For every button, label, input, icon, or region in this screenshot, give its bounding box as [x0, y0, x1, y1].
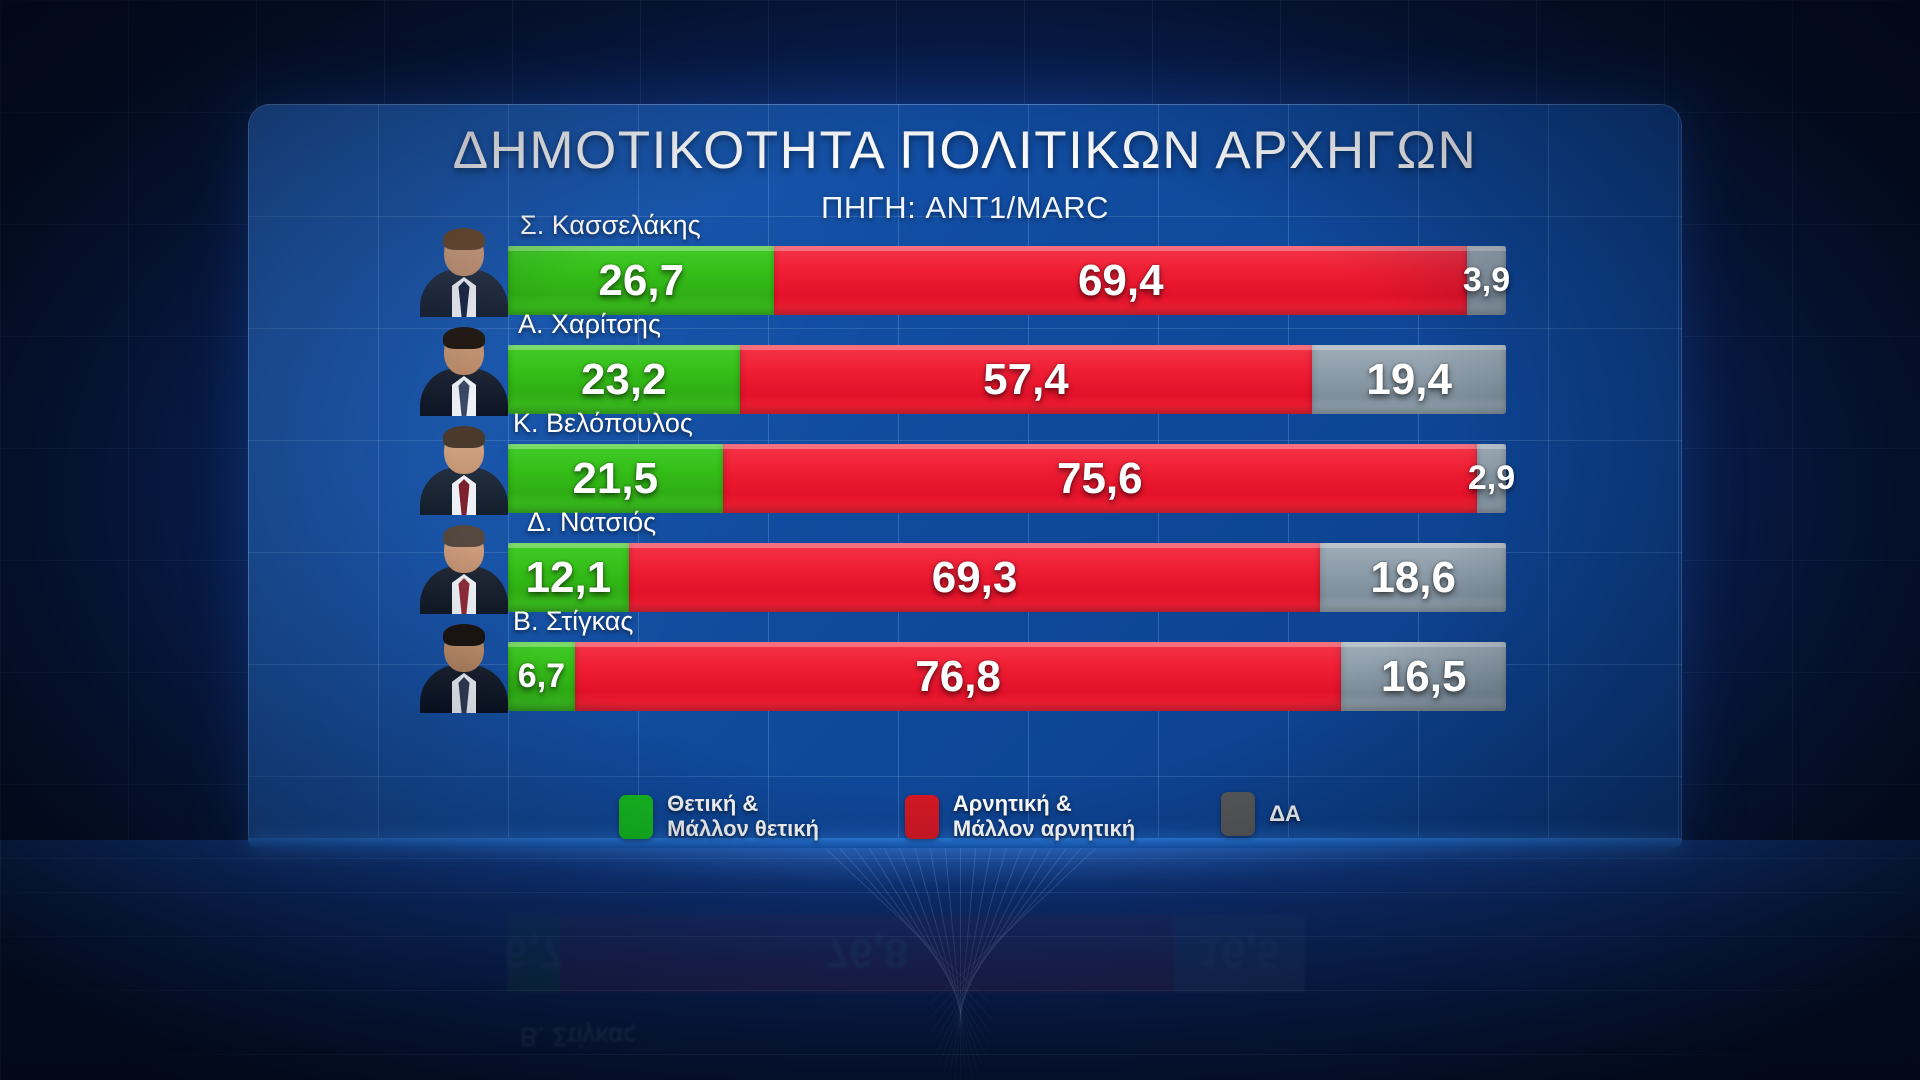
bar-segment-negative: 57,4 — [739, 345, 1313, 414]
bar-value-label: 76,8 — [915, 651, 1001, 701]
candidate-portrait — [418, 325, 510, 416]
page-title: ΔΗΜΟΤΙΚΟΤΗΤΑ ΠΟΛΙΤΙΚΩΝ ΑΡΧΗΓΩΝ — [452, 121, 1478, 180]
bar-value-label: 16,5 — [1380, 651, 1467, 701]
floor-perspective-line — [960, 840, 961, 1080]
bar-value-label: 57,4 — [983, 354, 1069, 404]
legend-item-dontknow[interactable]: ΔΑ — [1221, 792, 1301, 836]
bar-segment-positive: 12,1 — [508, 543, 629, 612]
portrait-hair — [443, 426, 485, 448]
bar-segment-positive: 6,7 — [508, 642, 575, 711]
legend-label-positive: Θετική & Μάλλον θετική — [667, 791, 819, 841]
portrait-hair — [443, 228, 485, 250]
bar-segment-positive: 26,7 — [508, 246, 775, 315]
legend-swatch-positive — [619, 794, 654, 839]
legend-item-negative[interactable]: Αρνητική & Μάλλον αρνητική — [904, 791, 1136, 841]
bar-segment-negative: 76,8 — [574, 642, 1342, 711]
candidate-portrait — [418, 226, 510, 317]
portrait-hair — [443, 327, 485, 349]
bar-value-label: 6,7 — [517, 657, 566, 695]
floor-plane — [0, 840, 1920, 1080]
bar-segment-dontknow: 16,5 — [1341, 642, 1506, 711]
candidate-name: Β. Στίγκας — [513, 606, 634, 636]
legend-swatch-dontknow — [1221, 792, 1256, 836]
floor-depth-line — [0, 990, 1920, 991]
candidate-name: Α. Χαρίτσης — [518, 309, 661, 339]
floor-depth-line — [0, 892, 1920, 893]
bar-segment-dontknow: 19,4 — [1312, 345, 1506, 414]
legend: Θετική & Μάλλον θετική Αρνητική & Μάλλον … — [0, 791, 1920, 841]
bar-value-label: 12,1 — [525, 552, 612, 602]
portrait-hair — [443, 525, 485, 547]
candidate-portrait — [418, 523, 510, 614]
floor-depth-line — [0, 1054, 1920, 1055]
bar-segment-dontknow: 2,9 — [1468, 444, 1515, 513]
bar-value-label: 23,2 — [580, 354, 667, 404]
floor-depth-line — [0, 936, 1920, 937]
source-subtitle: ΠΗΓΗ: ANT1/MARC — [820, 190, 1110, 225]
bar-value-label: 69,4 — [1077, 255, 1164, 305]
bar-segment-negative: 69,4 — [774, 246, 1468, 315]
bar-value-label: 21,5 — [572, 453, 659, 503]
bar-value-label: 18,6 — [1370, 552, 1456, 602]
floor-depth-line — [0, 858, 1920, 859]
bar-value-label: 2,9 — [1467, 459, 1516, 497]
bar-value-label: 19,4 — [1366, 354, 1452, 404]
bar-segment-positive: 21,5 — [508, 444, 723, 513]
candidate-name: Δ. Νατσιός — [527, 507, 657, 537]
bar-segment-negative: 69,3 — [628, 543, 1321, 612]
bar-segment-negative: 75,6 — [722, 444, 1478, 513]
bar-segment-dontknow: 3,9 — [1463, 246, 1510, 315]
portrait-hair — [443, 624, 485, 646]
bar-value-label: 26,7 — [598, 255, 685, 305]
candidate-name: Κ. Βελόπουλος — [513, 408, 693, 438]
candidate-portrait — [418, 424, 510, 515]
bar-segment-positive: 23,2 — [508, 345, 740, 414]
candidate-portrait — [418, 622, 510, 713]
candidate-name: Σ. Κασσελάκης — [520, 210, 701, 240]
bar-value-label: 75,6 — [1056, 453, 1143, 503]
legend-label-dontknow: ΔΑ — [1269, 800, 1301, 826]
bar-segment-dontknow: 18,6 — [1320, 543, 1506, 612]
bar-value-label: 69,3 — [931, 552, 1018, 602]
legend-swatch-negative — [904, 794, 939, 839]
legend-label-negative: Αρνητική & Μάλλον αρνητική — [952, 791, 1136, 841]
bar-value-label: 3,9 — [1462, 261, 1511, 299]
legend-item-positive[interactable]: Θετική & Μάλλον θετική — [619, 791, 819, 841]
